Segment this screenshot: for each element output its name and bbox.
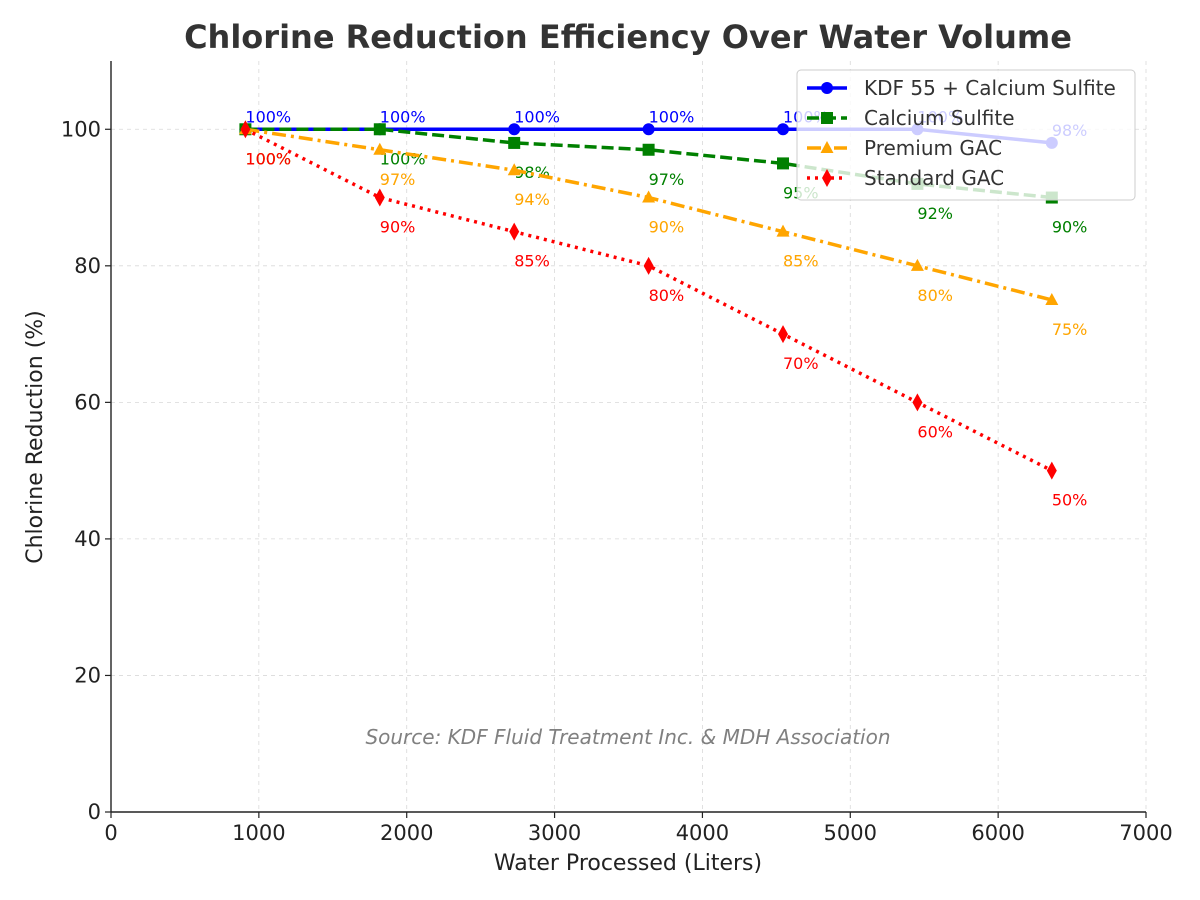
x-tick-label: 6000 [971, 821, 1024, 845]
legend-label: Standard GAC [864, 166, 1004, 190]
data-point [910, 258, 924, 271]
data-point [777, 157, 790, 170]
data-label: 85% [783, 252, 819, 271]
y-tick-label: 60 [74, 390, 101, 414]
x-tick-label: 7000 [1119, 821, 1172, 845]
data-label: 80% [649, 286, 685, 305]
data-label: 80% [917, 286, 953, 305]
x-tick-label: 2000 [380, 821, 433, 845]
data-point [373, 123, 386, 136]
x-tick-label: 0 [104, 821, 117, 845]
data-point [508, 136, 521, 149]
axis-ticks: 0 1000 2000 3000 4000 5000 6000 7000 0 20 40 60 80 10… [61, 117, 1173, 845]
source-annotation: Source: KDF Fluid Treatment Inc. & MDH A… [365, 725, 890, 749]
data-label: 90% [380, 218, 416, 237]
y-tick-label: 80 [74, 254, 101, 278]
data-label: 97% [380, 170, 416, 189]
legend-swatch-marker [821, 112, 833, 124]
x-axis-label: Water Processed (Liters) [494, 851, 762, 876]
y-tick-label: 100 [61, 117, 101, 141]
legend-label: KDF 55 + Calcium Sulfite [864, 76, 1116, 100]
x-tick-label: 3000 [528, 821, 581, 845]
data-point [240, 120, 251, 139]
data-point [912, 393, 923, 412]
data-label: 90% [649, 218, 685, 237]
data-point [643, 256, 654, 275]
data-point [373, 142, 387, 155]
x-tick-label: 4000 [676, 821, 729, 845]
data-label: 50% [1052, 491, 1088, 510]
data-label: 100% [245, 149, 291, 168]
y-tick-label: 20 [74, 663, 101, 687]
data-label: 100% [245, 149, 291, 168]
data-label: 100% [380, 107, 426, 126]
data-label: 70% [783, 354, 819, 373]
data-point [776, 224, 790, 237]
data-label: 94% [514, 190, 550, 209]
x-tick-label: 5000 [824, 821, 877, 845]
grid [111, 61, 1147, 812]
x-tick-label: 1000 [232, 821, 285, 845]
data-point [642, 123, 655, 136]
legend-swatch-marker [821, 82, 833, 94]
data-label: 92% [917, 204, 953, 223]
data-label: 90% [1052, 218, 1088, 237]
data-point [509, 222, 520, 241]
data-point [507, 163, 521, 176]
axes [110, 61, 1146, 813]
series-group: 100% 90% 85% 80% 70% 60% 50% [240, 120, 1088, 510]
legend-box [796, 69, 1136, 201]
data-point [777, 123, 790, 136]
data-label: 85% [514, 252, 550, 271]
legend-swatch-marker [820, 141, 834, 153]
data-point [778, 325, 789, 344]
data-point [508, 123, 521, 136]
data-label: 75% [1052, 320, 1088, 339]
data-label: 100% [245, 149, 291, 168]
data-point [374, 188, 385, 207]
y-tick-label: 40 [74, 527, 101, 551]
data-point [642, 143, 655, 156]
data-label: 100% [514, 107, 560, 126]
chart-title: Chlorine Reduction Efficiency Over Water… [184, 18, 1072, 56]
series-layer: 100%100%100%100%100%100%98%100%100%98%97… [238, 107, 1088, 510]
legend-label: Calcium Sulfite [864, 106, 1015, 130]
y-axis-label: Chlorine Reduction (%) [23, 310, 48, 564]
data-label: 100% [649, 107, 695, 126]
data-label: 100% [245, 107, 291, 126]
data-label: 97% [649, 170, 685, 189]
y-tick-label: 0 [88, 800, 101, 824]
data-point [642, 190, 656, 203]
data-point [1046, 461, 1057, 480]
legend-label: Premium GAC [864, 136, 1002, 160]
legend: KDF 55 + Calcium Sulfite Calcium Sulfite P… [796, 69, 1136, 201]
data-point [1045, 292, 1059, 305]
series-group: 100% 97% 94% 90% 85% 80% 75% [238, 122, 1088, 339]
legend-swatch-marker [822, 169, 832, 187]
data-label: 60% [917, 422, 953, 441]
